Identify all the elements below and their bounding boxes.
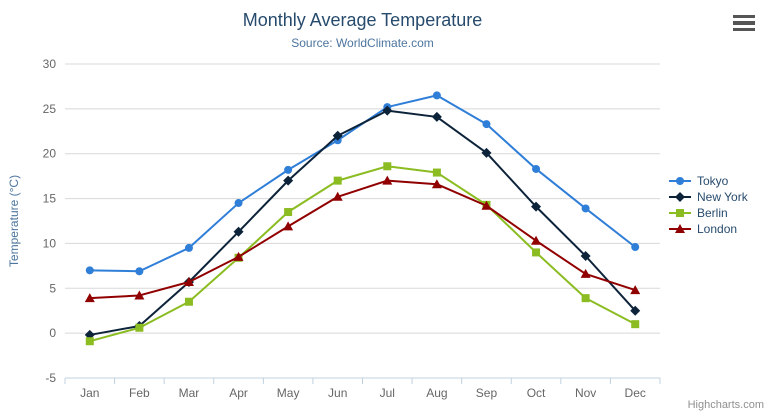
x-axis-label: May (277, 386, 300, 400)
x-axis-label: Aug (426, 386, 447, 400)
data-point-new-york[interactable] (332, 130, 343, 141)
x-axis-label: Jul (380, 386, 395, 400)
x-axis-label: Mar (179, 386, 200, 400)
series-new-york[interactable] (84, 105, 641, 340)
data-point-berlin[interactable] (85, 337, 94, 346)
y-axis-label: -5 (45, 371, 56, 385)
data-point-london[interactable] (84, 293, 95, 303)
data-point-tokyo[interactable] (482, 120, 491, 129)
series-london[interactable] (84, 175, 641, 303)
data-point-berlin[interactable] (284, 208, 293, 217)
series-line-london (89, 179, 636, 300)
x-axis-label: Sep (476, 386, 498, 400)
data-point-new-york[interactable] (531, 201, 542, 212)
data-point-tokyo[interactable] (581, 204, 590, 213)
data-point-berlin[interactable] (383, 162, 392, 171)
data-point-tokyo[interactable] (234, 199, 243, 208)
data-point-london[interactable] (481, 200, 492, 210)
data-point-berlin[interactable] (581, 294, 590, 303)
data-point-tokyo[interactable] (631, 243, 640, 252)
legend-marker-square-icon (669, 209, 691, 217)
data-point-new-york[interactable] (382, 105, 393, 116)
data-point-tokyo[interactable] (432, 91, 441, 100)
data-point-new-york[interactable] (630, 305, 641, 316)
y-axis-label: 15 (43, 192, 57, 206)
data-point-london[interactable] (233, 251, 244, 261)
legend: Tokyo New York Berlin London (668, 173, 748, 237)
x-axis-label: Jan (80, 386, 99, 400)
y-axis-label: 5 (49, 281, 56, 295)
legend-label-tokyo: Tokyo (697, 174, 729, 188)
data-point-berlin[interactable] (532, 248, 541, 257)
data-point-new-york[interactable] (431, 111, 442, 122)
data-point-tokyo[interactable] (85, 266, 94, 275)
data-point-london[interactable] (332, 191, 343, 201)
credits-link[interactable]: Highcharts.com (687, 399, 764, 411)
data-point-new-york[interactable] (580, 250, 591, 261)
x-axis-label: Dec (625, 386, 646, 400)
data-point-berlin[interactable] (184, 297, 193, 306)
chart-title: Monthly Average Temperature (242, 10, 483, 30)
x-axis-label: Apr (229, 386, 248, 400)
data-point-berlin[interactable] (333, 176, 342, 185)
legend-marker-circle-icon (669, 177, 691, 185)
legend-marker-diamond-icon (669, 192, 691, 202)
legend-item-berlin[interactable]: Berlin (668, 205, 748, 221)
data-point-london[interactable] (580, 268, 591, 278)
data-point-london[interactable] (630, 285, 641, 295)
data-point-london[interactable] (183, 277, 194, 287)
data-point-tokyo[interactable] (135, 267, 144, 276)
legend-item-tokyo[interactable]: Tokyo (668, 173, 748, 189)
hamburger-bar (733, 14, 755, 19)
legend-label-berlin: Berlin (697, 206, 728, 220)
data-point-berlin[interactable] (631, 320, 640, 329)
x-axis-label: Feb (129, 386, 150, 400)
series-tokyo[interactable] (85, 91, 640, 276)
x-axis-label: Oct (527, 386, 546, 400)
y-axis-label: 10 (43, 236, 57, 250)
data-point-london[interactable] (431, 179, 442, 189)
data-point-berlin[interactable] (135, 323, 144, 332)
data-point-tokyo[interactable] (284, 165, 293, 174)
data-point-london[interactable] (531, 235, 542, 245)
y-axis-label: 20 (43, 147, 57, 161)
legend-item-london[interactable]: London (668, 221, 748, 237)
hamburger-bar (733, 21, 755, 25)
hamburger-menu-icon[interactable] (731, 12, 759, 34)
chart-subtitle: Source: WorldClimate.com (291, 36, 434, 50)
data-point-london[interactable] (283, 221, 294, 231)
series-line-tokyo (89, 94, 636, 273)
series-line-berlin (89, 165, 636, 343)
data-point-tokyo[interactable] (532, 164, 541, 173)
data-point-london[interactable] (382, 175, 393, 185)
y-axis-label: 25 (43, 102, 57, 116)
data-point-new-york[interactable] (233, 226, 244, 237)
legend-item-new-york[interactable]: New York (668, 189, 748, 205)
data-point-new-york[interactable] (283, 175, 294, 186)
legend-label-london: London (697, 222, 738, 236)
y-axis-label: 0 (49, 326, 56, 340)
x-axis-label: Jun (328, 386, 347, 400)
series-line-new-york (89, 109, 636, 336)
data-point-london[interactable] (134, 290, 145, 300)
y-axis-label: 30 (43, 57, 57, 71)
data-point-tokyo[interactable] (184, 243, 193, 252)
legend-marker-triangle-icon (669, 224, 691, 233)
data-point-new-york[interactable] (481, 147, 492, 158)
legend-label-new-york: New York (697, 190, 748, 204)
hamburger-bar (733, 27, 755, 32)
x-axis-label: Nov (575, 386, 596, 400)
data-point-berlin[interactable] (432, 168, 441, 177)
